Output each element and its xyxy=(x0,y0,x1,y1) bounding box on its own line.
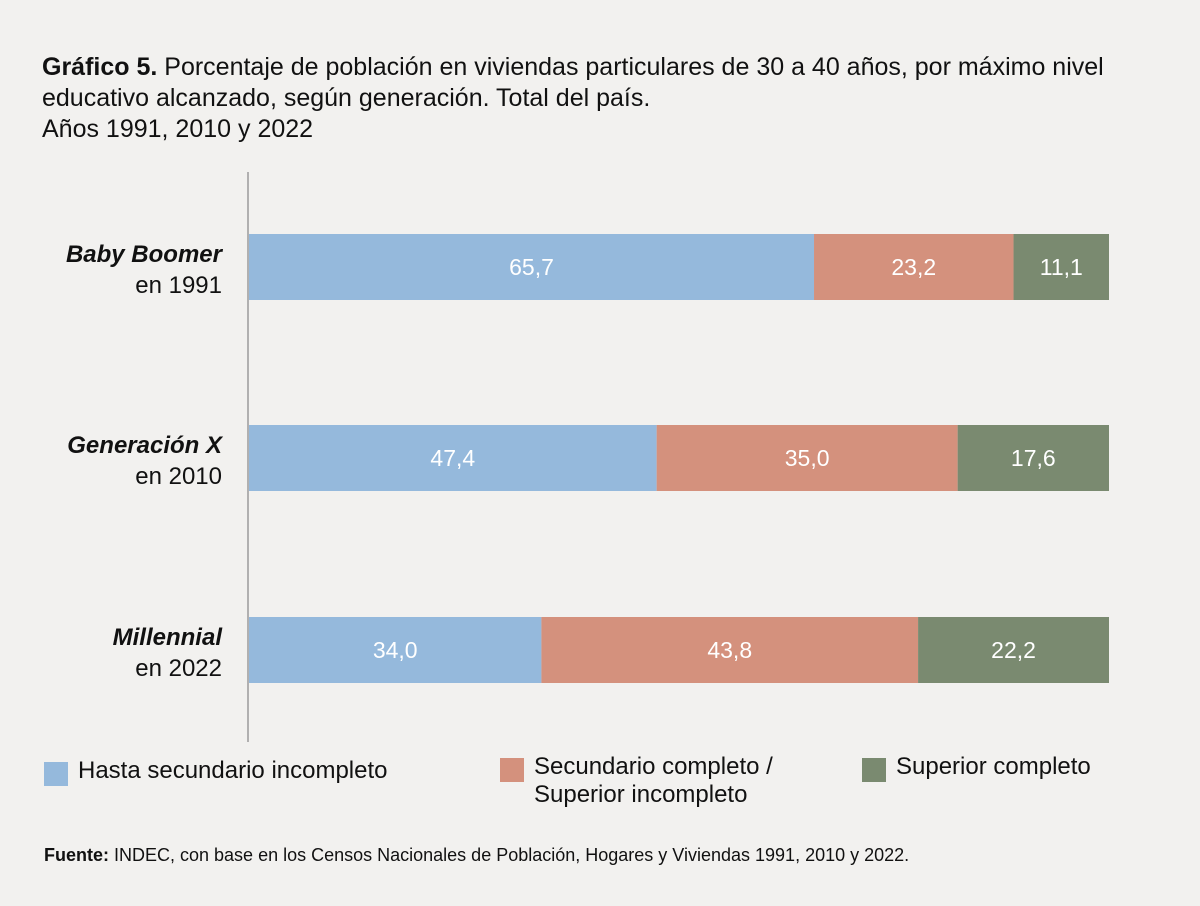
bar-baby-boomer-series-1 xyxy=(249,234,815,300)
bars-layer: 65,7 23,2 11,1 47,4 35,0 17,6 34,0 43,8 22,2 xyxy=(249,234,1109,683)
value-label-generacion-x-series-1: 47,4 xyxy=(430,445,475,471)
bar-millennial-series-2 xyxy=(541,617,919,683)
bar-generacion-x-series-3 xyxy=(957,425,1109,491)
bar-generacion-x-series-2 xyxy=(656,425,958,491)
value-label-baby-boomer-series-3: 11,1 xyxy=(1040,254,1083,280)
bar-millennial-series-1 xyxy=(249,617,542,683)
value-label-baby-boomer-series-2: 23,2 xyxy=(891,254,936,280)
category-label-millennial: Millennial xyxy=(113,624,224,651)
value-label-millennial-series-2: 43,8 xyxy=(707,637,752,663)
category-year-baby-boomer: en 1991 xyxy=(135,272,222,299)
chart-title-years: Años 1991, 2010 y 2022 xyxy=(42,115,314,143)
bar-baby-boomer-series-2 xyxy=(814,234,1014,300)
bar-millennial-series-3 xyxy=(918,617,1109,683)
category-label-baby-boomer: Baby Boomer xyxy=(66,241,224,268)
category-year-millennial: en 2022 xyxy=(135,655,222,682)
category-labels: Baby Boomer en 1991 Generación X en 2010 Mil… xyxy=(66,241,224,682)
chart-title-lead: Gráfico 5. xyxy=(42,53,158,81)
chart-title-text: Porcentaje de población en viviendas par… xyxy=(42,53,1104,112)
chart-title: Gráfico 5. Porcentaje de población en vi… xyxy=(42,52,1162,145)
value-label-millennial-series-1: 34,0 xyxy=(373,637,418,663)
value-label-generacion-x-series-3: 17,6 xyxy=(1011,445,1056,471)
bar-generacion-x-series-1 xyxy=(249,425,657,491)
value-label-millennial-series-3: 22,2 xyxy=(991,637,1036,663)
source-note: Fuente: INDEC, con base en los Censos Na… xyxy=(44,845,1174,866)
category-label-generacion-x: Generación X xyxy=(67,432,224,459)
value-label-baby-boomer-series-1: 65,7 xyxy=(509,254,554,280)
bar-baby-boomer-series-3 xyxy=(1013,234,1109,300)
value-label-generacion-x-series-2: 35,0 xyxy=(785,445,830,471)
source-text: INDEC, con base en los Censos Nacionales… xyxy=(109,845,910,865)
category-year-generacion-x: en 2010 xyxy=(135,463,222,490)
source-lead: Fuente: xyxy=(44,845,109,865)
